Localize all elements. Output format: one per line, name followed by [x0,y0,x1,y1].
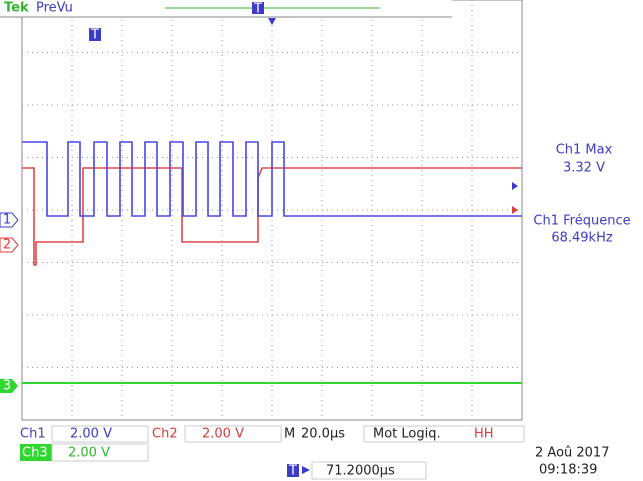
ch1-marker-label: 1 [3,213,11,228]
ch1-box [51,425,149,443]
trigpos-icon [287,464,299,477]
trigger-marker [89,28,101,41]
ch3-scale: 2.00 V [68,446,110,461]
trigger-arrow [268,18,276,25]
record-marker [252,2,264,14]
trigpos-box [311,461,427,480]
measure-value: 3.32 V [563,161,605,176]
brand: Tek [4,1,29,16]
ch1-scale: 2.00 V [70,427,112,442]
timebase: 20.0µs [301,427,345,442]
ch3-box [51,443,149,462]
ch3-marker [0,379,18,393]
ch1-trace [22,141,522,217]
trigpos-arrow [302,466,310,474]
timebase-prefix: M [284,427,295,442]
measure-label: Ch1 Max [556,143,613,158]
record-marker-label: T [253,2,262,17]
trigger-position: 71.2000µs [326,464,395,479]
trigger-marker-label: T [90,28,99,43]
mode: PreVu [36,1,73,16]
ch1-label: Ch1 [20,427,46,442]
time: 09:18:39 [539,463,597,478]
ch2-scale: 2.00 V [202,427,244,442]
measure-value: 68.49kHz [551,231,613,246]
ch1-level-arrow [512,182,518,190]
ch3-label: Ch3 [22,446,48,461]
trigger-type: Mot Logiq. [373,427,441,442]
date: 2 Aoû 2017 [535,446,609,461]
measure-label: Ch1 Fréquence [533,214,630,229]
ch2-label: Ch2 [152,427,178,442]
ch2-marker [0,237,19,253]
ch3-label-bg [20,444,52,461]
trigpos-icon-label: T [288,464,297,479]
trigger-box [363,425,525,443]
ch2-marker-label: 2 [3,238,11,253]
ch2-box [184,425,282,443]
ch2-level-arrow [512,206,518,214]
ch1-marker [0,212,19,228]
ch3-marker-label: 3 [3,379,11,394]
trigger-flags: HH [474,427,494,442]
